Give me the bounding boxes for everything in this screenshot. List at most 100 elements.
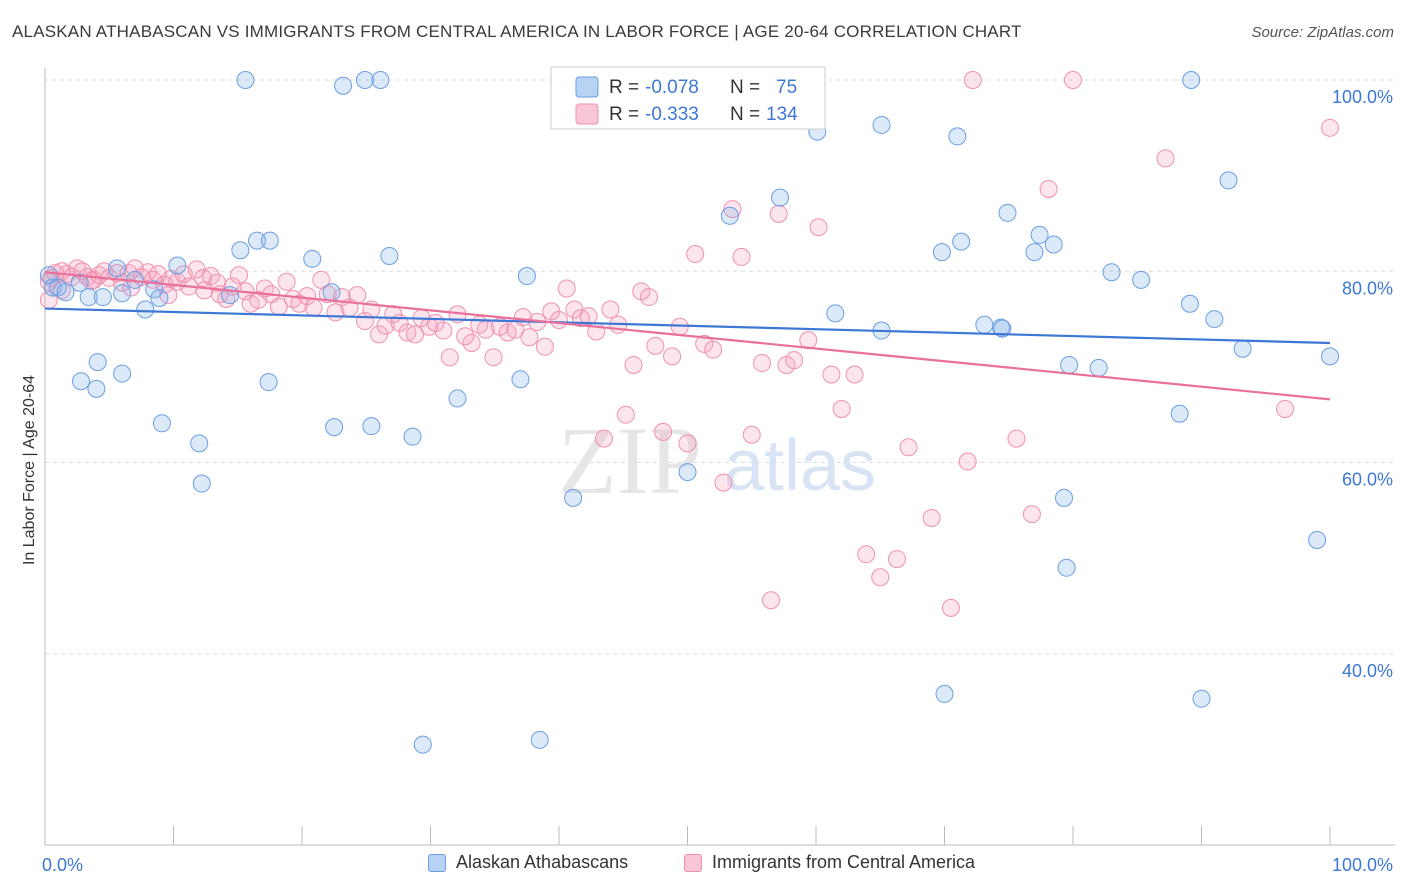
data-point-immigrants: [857, 545, 876, 564]
data-point-athabascan: [113, 364, 132, 383]
data-point-athabascan: [56, 283, 75, 302]
legend-swatch-pink: [575, 103, 599, 125]
data-point-immigrants: [762, 591, 781, 610]
data-point-athabascan: [259, 373, 278, 392]
data-point-immigrants: [557, 279, 576, 298]
series-immigrants-central-america: [39, 71, 1339, 617]
data-point-athabascan: [948, 127, 967, 146]
tick-labels: 40.0% 60.0% 80.0% 100.0% 0.0% 100.0%: [42, 87, 1393, 875]
legend-n-value-2: 134: [766, 104, 798, 125]
data-point-athabascan: [152, 414, 171, 433]
data-point-athabascan: [88, 353, 107, 372]
data-point-athabascan: [771, 188, 790, 207]
data-point-immigrants: [785, 351, 804, 370]
data-point-athabascan: [530, 730, 549, 749]
data-point-immigrants: [899, 438, 918, 457]
data-point-immigrants: [686, 245, 705, 264]
data-point-immigrants: [922, 508, 941, 527]
series-legend: Alaskan Athabascans Immigrants from Cent…: [0, 852, 1406, 878]
data-point-athabascan: [150, 289, 169, 308]
data-point-athabascan: [236, 71, 255, 89]
legend-item-immigrants-central-america[interactable]: Immigrants from Central America: [684, 852, 975, 873]
data-point-immigrants: [616, 405, 635, 424]
data-point-immigrants: [601, 300, 620, 319]
data-point-athabascan: [448, 389, 467, 408]
data-point-athabascan: [998, 203, 1017, 222]
data-point-immigrants: [230, 266, 249, 285]
trend-line-immigrants: [44, 271, 1331, 401]
data-point-athabascan: [935, 684, 954, 703]
data-point-immigrants: [809, 218, 828, 237]
data-point-athabascan: [303, 249, 322, 268]
correlation-legend: R = -0.078 N = 75 R = -0.333 N = 134: [550, 66, 826, 130]
data-point-immigrants: [1064, 71, 1082, 89]
data-point-athabascan: [1321, 347, 1339, 366]
data-point-immigrants: [1276, 399, 1295, 418]
y-tick-label: 60.0%: [1342, 470, 1393, 490]
data-point-immigrants: [714, 473, 733, 492]
data-point-immigrants: [753, 354, 772, 373]
data-point-immigrants: [941, 598, 960, 617]
watermark-zip: ZIP: [558, 407, 702, 514]
data-point-immigrants: [663, 347, 682, 366]
data-point-athabascan: [362, 417, 381, 436]
data-point-athabascan: [380, 246, 399, 265]
data-point-athabascan: [1205, 310, 1224, 329]
data-point-immigrants: [594, 429, 613, 448]
data-point-athabascan: [1308, 530, 1327, 549]
legend-label-immigrants-central-america: Immigrants from Central America: [712, 852, 976, 872]
data-point-athabascan: [1044, 235, 1063, 254]
data-point-athabascan: [1132, 270, 1151, 289]
data-point-athabascan: [992, 318, 1011, 337]
data-point-athabascan: [1219, 171, 1238, 190]
data-point-immigrants: [277, 272, 296, 291]
data-point-immigrants: [1039, 180, 1058, 199]
data-point-athabascan: [231, 241, 250, 260]
legend-r-value-2: -0.333: [645, 104, 699, 125]
data-point-immigrants: [406, 325, 425, 344]
data-point-immigrants: [298, 287, 317, 306]
data-point-athabascan: [87, 379, 106, 398]
data-point-athabascan: [720, 206, 739, 225]
data-point-immigrants: [550, 311, 568, 330]
legend-n-label-2: N =: [730, 104, 760, 125]
data-point-immigrants: [484, 348, 503, 367]
data-point-immigrants: [887, 550, 906, 569]
data-point-athabascan: [325, 418, 344, 437]
data-point-athabascan: [517, 267, 536, 286]
data-point-immigrants: [195, 281, 214, 300]
legend-n-label-1: N =: [730, 77, 760, 98]
legend-item-alaskan-athabascans[interactable]: Alaskan Athabascans: [428, 852, 628, 873]
data-point-immigrants: [639, 288, 658, 307]
legend-n-value-1: 75: [776, 77, 797, 98]
data-point-athabascan: [975, 315, 994, 334]
data-point-athabascan: [248, 231, 267, 250]
watermark-atlas: atlas: [724, 426, 876, 506]
data-point-athabascan: [334, 76, 353, 95]
data-point-athabascan: [260, 231, 279, 250]
y-tick-label: 100.0%: [1332, 87, 1393, 107]
data-point-immigrants: [535, 337, 554, 356]
data-point-immigrants: [799, 331, 818, 350]
data-point-immigrants: [624, 355, 643, 374]
data-point-athabascan: [136, 300, 155, 319]
x-tick-label: 0.0%: [42, 855, 83, 875]
data-point-athabascan: [93, 288, 112, 307]
trend-line-athabascan: [44, 307, 1331, 345]
data-point-athabascan: [1055, 488, 1074, 507]
data-point-immigrants: [1321, 118, 1339, 137]
data-point-athabascan: [1182, 71, 1201, 89]
data-point-immigrants: [290, 294, 309, 313]
legend-swatch-alaskan-athabascans: [428, 853, 446, 872]
data-point-athabascan: [145, 280, 164, 299]
data-point-athabascan: [413, 735, 432, 754]
data-point-athabascan: [168, 256, 187, 275]
data-point-immigrants: [678, 434, 697, 453]
legend-swatch-blue: [575, 76, 599, 98]
chart-title: ALASKAN ATHABASCAN VS IMMIGRANTS FROM CE…: [12, 22, 1022, 41]
axes: [44, 68, 1395, 846]
data-point-immigrants: [1007, 429, 1026, 448]
data-point-athabascan: [564, 488, 583, 507]
data-point-athabascan: [993, 319, 1012, 338]
